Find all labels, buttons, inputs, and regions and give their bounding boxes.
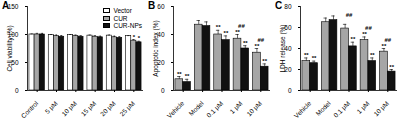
svg-text:10 μM: 10 μM [245, 100, 264, 119]
svg-text:10 μM: 10 μM [60, 100, 79, 119]
svg-text:##: ## [238, 23, 245, 29]
svg-text:**: ** [255, 43, 260, 49]
svg-text:**: ** [304, 52, 309, 58]
svg-text:0.1 μM: 0.1 μM [205, 100, 225, 120]
svg-text:*: * [138, 35, 141, 41]
svg-text:**: ** [262, 58, 267, 64]
svg-text:**: ** [243, 40, 248, 46]
svg-text:Model: Model [187, 99, 205, 117]
svg-text:**: ** [185, 73, 190, 79]
svg-text:**: ** [351, 36, 356, 42]
svg-text:0.1 μM: 0.1 μM [332, 100, 352, 120]
svg-text:Vehicle: Vehicle [293, 99, 313, 119]
svg-text:1 μM: 1 μM [228, 100, 244, 116]
svg-text:Control: Control [20, 99, 40, 119]
svg-text:40: 40 [157, 30, 165, 38]
html-text:CUR-NPs: CUR-NPs [113, 22, 142, 29]
html-text:B: B [148, 0, 156, 11]
svg-text:25 μM: 25 μM [118, 100, 137, 119]
svg-text:15 μM: 15 μM [80, 100, 99, 119]
svg-text:60: 60 [157, 3, 165, 10]
html-text:Vector: Vector [113, 7, 132, 14]
svg-text:20: 20 [284, 65, 292, 73]
html-text:A: A [2, 0, 10, 11]
svg-text:**: ** [370, 52, 375, 58]
svg-text:1 μM: 1 μM [355, 100, 371, 116]
svg-text:80: 80 [284, 3, 292, 10]
html-text:C: C [275, 0, 283, 11]
svg-text:Cell viability (%): Cell viability (%) [6, 25, 14, 71]
svg-text:**: ** [382, 43, 387, 49]
svg-text:150: 150 [8, 3, 19, 10]
svg-text:**: ** [224, 30, 229, 36]
svg-text:**: ** [177, 71, 182, 77]
svg-text:##: ## [346, 12, 353, 18]
svg-text:Vehicle: Vehicle [166, 99, 186, 119]
svg-text:20 μM: 20 μM [99, 100, 118, 119]
svg-text:5 μM: 5 μM [43, 100, 59, 116]
svg-text:50: 50 [11, 58, 19, 66]
svg-text:##: ## [257, 37, 264, 43]
svg-text:**: ** [235, 29, 240, 35]
svg-text:60: 60 [284, 23, 292, 31]
svg-text:0: 0 [15, 87, 19, 94]
svg-text:**: ** [362, 31, 367, 37]
svg-text:40: 40 [284, 44, 292, 52]
html-text:CUR: CUR [113, 14, 128, 22]
svg-text:0: 0 [161, 87, 165, 94]
svg-text:##: ## [384, 37, 391, 43]
svg-text:100: 100 [7, 30, 19, 38]
svg-text:##: ## [365, 25, 372, 31]
svg-text:0: 0 [288, 87, 292, 94]
svg-text:10 μM: 10 μM [372, 100, 391, 119]
svg-text:20: 20 [157, 58, 165, 66]
svg-text:*: * [133, 34, 136, 40]
svg-text:**: ** [389, 64, 394, 70]
svg-text:Model: Model [314, 99, 332, 117]
svg-text:**: ** [312, 55, 317, 61]
svg-text:LDH release (%): LDH release (%) [279, 24, 287, 72]
svg-text:Apoptotic index (%): Apoptotic index (%) [152, 20, 160, 76]
svg-text:**: ** [216, 24, 221, 30]
